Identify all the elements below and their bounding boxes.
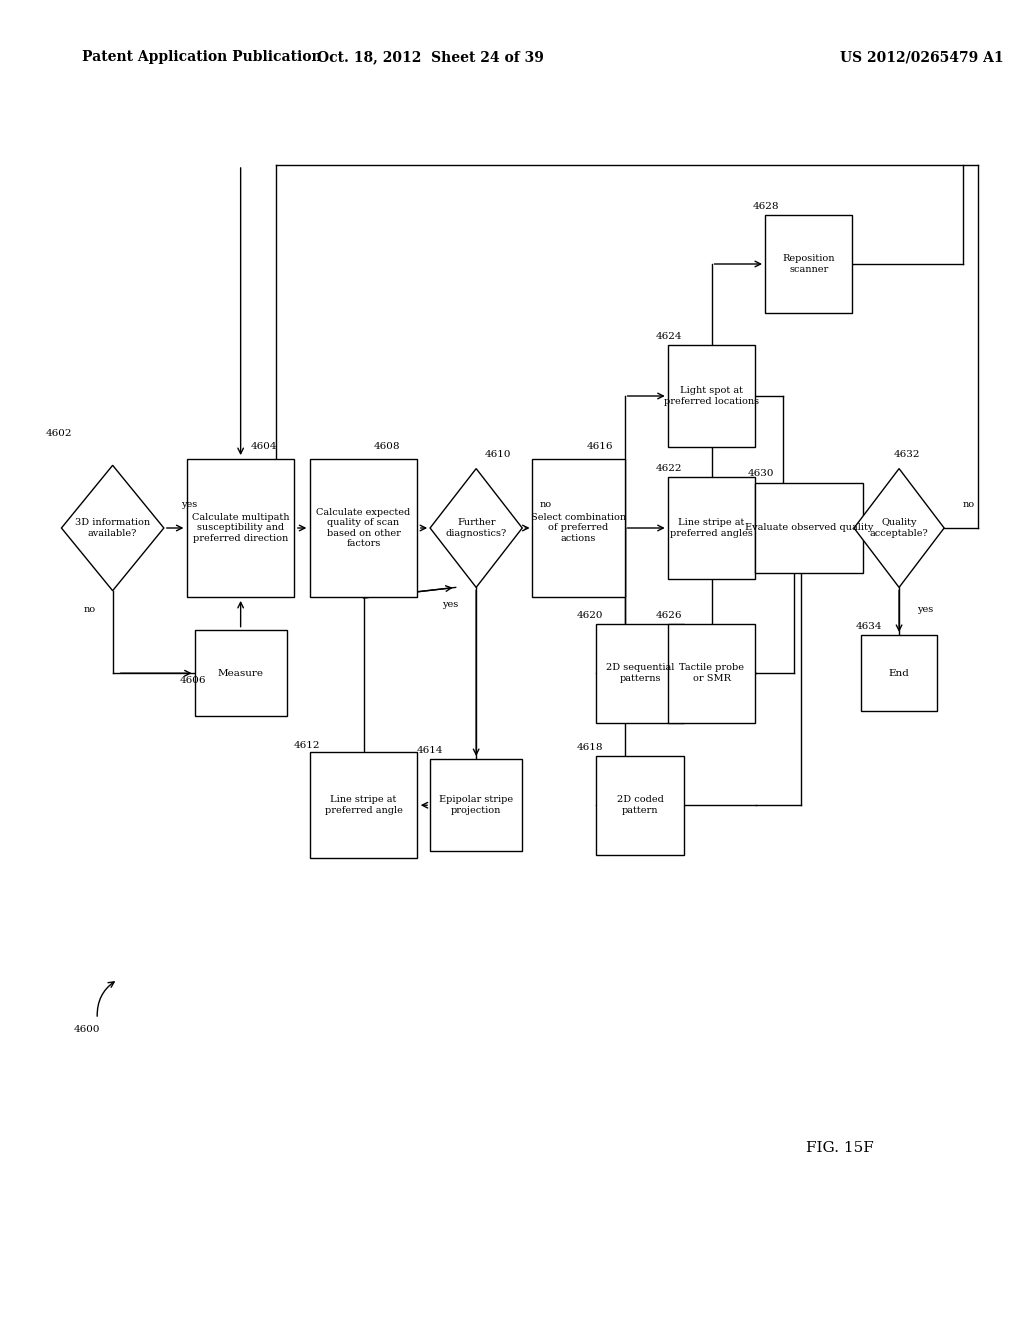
- Text: US 2012/0265479 A1: US 2012/0265479 A1: [840, 50, 1004, 65]
- Text: 3D information
available?: 3D information available?: [75, 519, 151, 537]
- Text: Line stripe at
preferred angle: Line stripe at preferred angle: [325, 796, 402, 814]
- Text: Oct. 18, 2012  Sheet 24 of 39: Oct. 18, 2012 Sheet 24 of 39: [316, 50, 544, 65]
- Text: 2D sequential
patterns: 2D sequential patterns: [606, 664, 674, 682]
- Text: no: no: [540, 500, 552, 508]
- Polygon shape: [61, 466, 164, 591]
- Text: Reposition
scanner: Reposition scanner: [782, 255, 836, 273]
- Text: Calculate multipath
susceptibility and
preferred direction: Calculate multipath susceptibility and p…: [191, 513, 290, 543]
- Polygon shape: [854, 469, 944, 587]
- Text: 4630: 4630: [748, 469, 774, 478]
- Text: Patent Application Publication: Patent Application Publication: [82, 50, 322, 65]
- Text: Light spot at
preferred locations: Light spot at preferred locations: [665, 387, 759, 405]
- Text: Epipolar stripe
projection: Epipolar stripe projection: [439, 796, 513, 814]
- Text: Measure: Measure: [218, 669, 263, 677]
- Text: 4604: 4604: [251, 442, 278, 451]
- FancyBboxPatch shape: [766, 214, 852, 313]
- FancyBboxPatch shape: [668, 477, 755, 579]
- Text: Line stripe at
preferred angles: Line stripe at preferred angles: [671, 519, 753, 537]
- FancyBboxPatch shape: [532, 459, 625, 597]
- Text: no: no: [84, 606, 96, 614]
- Text: Select combination
of preferred
actions: Select combination of preferred actions: [531, 513, 626, 543]
- Text: yes: yes: [181, 500, 198, 508]
- Text: 4618: 4618: [577, 743, 603, 752]
- FancyBboxPatch shape: [596, 624, 684, 722]
- Text: 2D coded
pattern: 2D coded pattern: [616, 796, 664, 814]
- Polygon shape: [430, 469, 522, 587]
- Text: yes: yes: [442, 601, 459, 609]
- FancyBboxPatch shape: [430, 759, 522, 851]
- Text: 4606: 4606: [179, 676, 206, 685]
- Text: FIG. 15F: FIG. 15F: [806, 1142, 873, 1155]
- Text: Evaluate observed quality: Evaluate observed quality: [744, 524, 873, 532]
- Text: 4628: 4628: [753, 202, 779, 211]
- Text: 4616: 4616: [587, 442, 613, 451]
- FancyBboxPatch shape: [195, 631, 287, 715]
- Text: 4624: 4624: [655, 331, 682, 341]
- Text: 4602: 4602: [46, 429, 73, 438]
- Text: 4634: 4634: [856, 622, 883, 631]
- Text: 4600: 4600: [74, 1026, 100, 1034]
- Text: 4614: 4614: [417, 746, 443, 755]
- Text: yes: yes: [916, 606, 933, 614]
- Text: Quality
acceptable?: Quality acceptable?: [869, 519, 929, 537]
- FancyBboxPatch shape: [860, 635, 938, 711]
- Text: Calculate expected
quality of scan
based on other
factors: Calculate expected quality of scan based…: [316, 508, 411, 548]
- Text: 4626: 4626: [655, 611, 682, 620]
- Text: 4610: 4610: [484, 450, 511, 459]
- FancyBboxPatch shape: [309, 752, 418, 858]
- Text: End: End: [889, 669, 909, 677]
- Text: 4612: 4612: [294, 741, 321, 750]
- FancyBboxPatch shape: [186, 459, 295, 597]
- Text: 4622: 4622: [655, 463, 682, 473]
- Text: 4632: 4632: [894, 450, 921, 459]
- Text: 4620: 4620: [577, 611, 603, 620]
- FancyBboxPatch shape: [668, 624, 755, 722]
- Text: Further
diagnostics?: Further diagnostics?: [445, 519, 507, 537]
- FancyBboxPatch shape: [668, 345, 755, 447]
- FancyBboxPatch shape: [596, 755, 684, 855]
- Text: 4608: 4608: [374, 442, 400, 451]
- Text: Tactile probe
or SMR: Tactile probe or SMR: [679, 664, 744, 682]
- Text: no: no: [963, 500, 975, 508]
- FancyBboxPatch shape: [309, 459, 418, 597]
- FancyBboxPatch shape: [756, 483, 862, 573]
